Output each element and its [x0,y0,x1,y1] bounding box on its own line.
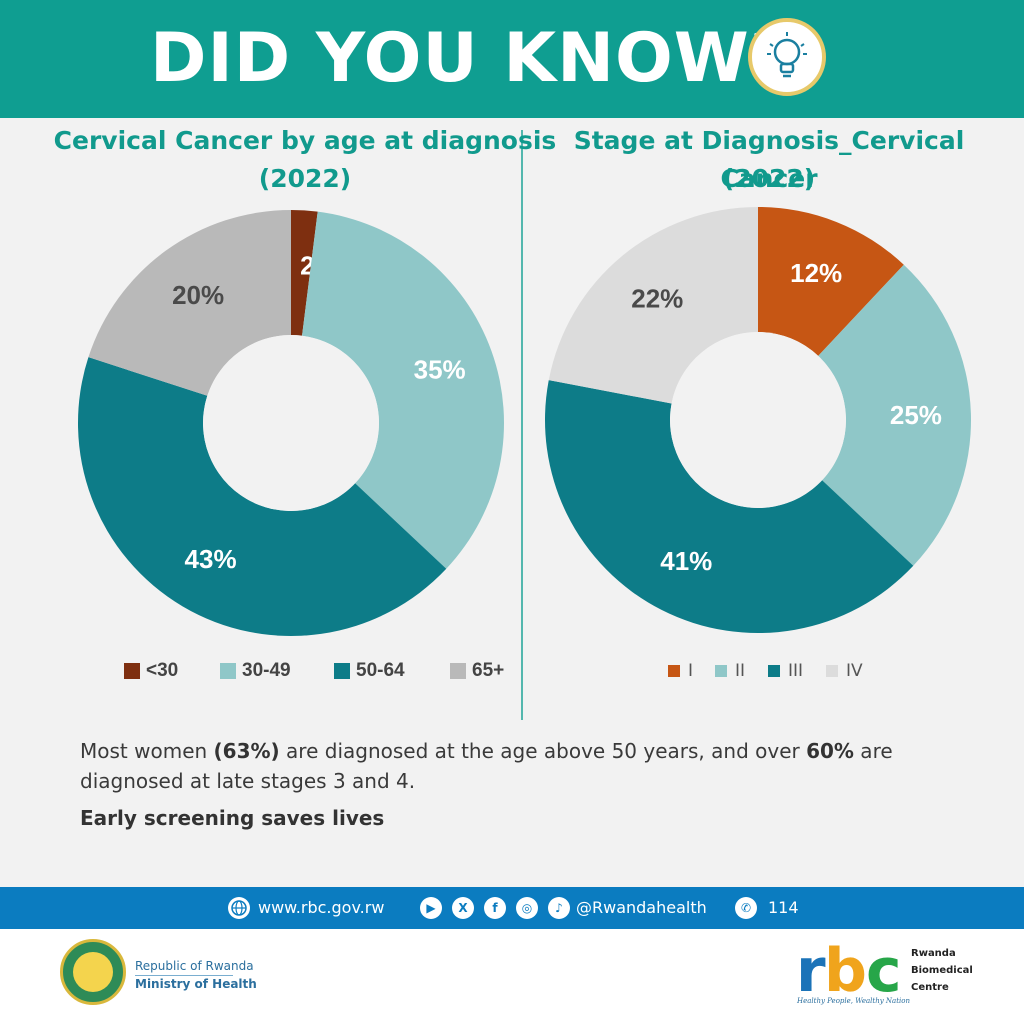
donut-slice-65-1 [88,210,291,396]
rbc-name-line: Biomedical [911,965,973,976]
legend-label: 30-49 [242,660,291,681]
social-handle[interactable]: @Rwandahealth [576,898,707,917]
legend-swatch [768,665,780,677]
slice-label: 43% [185,544,237,574]
chart2-legend-iii: III [768,661,803,681]
lightbulb-icon [748,18,826,96]
chart2-legend-i: I [668,661,693,681]
slice-label: 35% [414,354,466,384]
rbc-name-line: Rwanda [911,948,956,959]
youtube-icon[interactable]: ▶ [420,897,442,919]
slice-label: 12% [790,258,842,288]
ministry-separator [135,975,233,976]
x-icon[interactable]: X [452,897,474,919]
legend-label: I [688,661,694,681]
donut-slice-5064-1 [77,357,447,636]
summary-part: Most women [80,739,214,763]
rbc-name-line: Centre [911,982,949,993]
chart2-legend-iv: IV [826,661,863,681]
chart2-year: (2022) [722,164,816,193]
chart1-legend-lt30: <30 [124,660,178,682]
legend-label: II [735,661,746,681]
legend-label: 50-64 [356,660,405,681]
svg-text:c: c [866,936,902,1005]
chart1-legend-50-64: 50-64 [334,660,405,682]
legend-swatch [715,665,727,677]
donut-slice-IV-2 [548,207,758,404]
slice-label: 25% [890,400,942,430]
donut-slice-I-2 [758,207,904,356]
chart1-legend-65plus: 65+ [450,660,504,682]
rwanda-seal-logo [60,939,126,1005]
legend-label: <30 [146,660,179,681]
logo-strip: Republic of Rwanda Ministry of Health r … [0,929,1024,1024]
summary-text: Most women (63%) are diagnosed at the ag… [80,736,940,796]
legend-swatch [220,663,236,679]
globe-icon [228,897,250,919]
chart2-title: Stage at Diagnosis_Cervical Cancer [573,126,965,193]
facebook-icon[interactable]: f [484,897,506,919]
donut-slice-3049-1 [302,211,504,569]
summary-highlight: 60% [806,739,854,763]
summary-part: are diagnosed at late stages 3 and 4. [80,739,893,793]
website-link[interactable]: www.rbc.gov.rw [258,898,385,917]
chart1-title: Cervical Cancer by age at diagnosis [53,126,557,155]
tiktok-icon[interactable]: ♪ [548,897,570,919]
ministry-line1: Republic of Rwanda [135,959,254,973]
instagram-icon[interactable]: ◎ [516,897,538,919]
legend-swatch [124,663,140,679]
chart1-year: (2022) [258,164,352,193]
rbc-name: Rwanda Biomedical Centre [911,945,991,996]
header-banner: DID YOU KNOW? [0,0,1024,118]
donut-hole [670,332,846,508]
page-title: DID YOU KNOW? [150,19,791,98]
legend-label: IV [846,661,863,681]
legend-swatch [826,665,838,677]
chart1-legend-30-49: 30-49 [220,660,291,682]
slice-label: 20% [172,280,224,310]
chart2-donut: 12% 25% 41% 22% [545,207,971,633]
legend-swatch [450,663,466,679]
legend-label: III [788,661,804,681]
legend-label: 65+ [472,660,505,681]
hotline-number[interactable]: 114 [768,898,799,917]
summary-part: are diagnosed at the age above 50 years,… [279,739,807,763]
ministry-line2: Ministry of Health [135,977,257,991]
donut-slice-III-2 [545,380,914,633]
donut-hole [203,335,379,511]
slice-label: 41% [660,546,712,576]
legend-swatch [334,663,350,679]
svg-text:r: r [796,936,826,1005]
donut-slice-II-2 [818,264,971,566]
chart1-donut: 2%35%43%20% [77,210,504,636]
rbc-tagline: Healthy People, Wealthy Nation [797,997,910,1005]
slice-label: 22% [631,283,683,313]
summary-highlight: (63%) [213,739,280,763]
phone-icon: ✆ [735,897,757,919]
chart2-legend-ii: II [715,661,745,681]
seal-center [73,952,113,992]
legend-swatch [668,665,680,677]
rbc-logo: r b c [796,936,902,1005]
footer-bar: www.rbc.gov.rw ▶ X f ◎ ♪ @Rwandahealth ✆… [0,887,1024,929]
donut-slice-30-1 [291,210,318,336]
chart-divider [521,130,523,720]
svg-text:b: b [824,936,867,1005]
call-to-action: Early screening saves lives [80,806,385,830]
